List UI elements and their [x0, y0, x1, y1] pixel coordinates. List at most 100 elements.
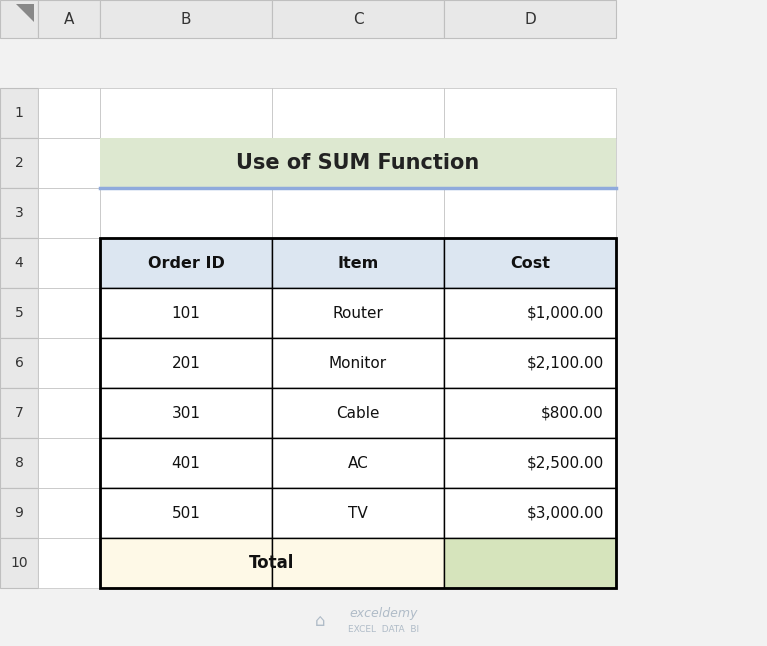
Bar: [272, 488, 444, 538]
Bar: [272, 538, 444, 588]
Text: $2,500.00: $2,500.00: [527, 455, 604, 470]
Bar: [444, 288, 616, 338]
Bar: [444, 438, 616, 488]
Bar: [272, 288, 444, 338]
Text: Item: Item: [337, 256, 379, 271]
Bar: [272, 338, 444, 388]
Text: Order ID: Order ID: [147, 256, 225, 271]
Bar: [272, 238, 444, 288]
Text: A: A: [64, 12, 74, 26]
Bar: [0, 238, 38, 288]
Text: Cable: Cable: [336, 406, 380, 421]
Bar: [444, 438, 616, 488]
Bar: [272, 138, 444, 188]
Bar: [272, 338, 444, 388]
Bar: [0, 88, 38, 138]
Bar: [100, 438, 272, 488]
Text: 201: 201: [172, 355, 200, 371]
Text: 301: 301: [172, 406, 200, 421]
Bar: [100, 288, 272, 338]
Text: Total: Total: [249, 554, 295, 572]
Bar: [100, 338, 272, 388]
Bar: [272, 188, 444, 238]
Bar: [0, 338, 38, 388]
Bar: [444, 388, 616, 438]
Bar: [38, 188, 100, 238]
Bar: [100, 238, 272, 288]
Bar: [0, 538, 38, 588]
Bar: [444, 238, 616, 288]
Bar: [38, 488, 100, 538]
Text: D: D: [524, 12, 536, 26]
Bar: [0, 388, 38, 438]
Bar: [272, 0, 444, 38]
Bar: [100, 0, 272, 38]
Bar: [100, 488, 272, 538]
Bar: [272, 388, 444, 438]
Bar: [100, 338, 272, 388]
Text: 6: 6: [15, 356, 24, 370]
Text: 9: 9: [15, 506, 24, 520]
Bar: [272, 438, 444, 488]
Bar: [444, 488, 616, 538]
Text: C: C: [353, 12, 364, 26]
Text: $3,000.00: $3,000.00: [527, 506, 604, 521]
Bar: [444, 138, 616, 188]
Bar: [38, 88, 100, 138]
Text: EXCEL  DATA  BI: EXCEL DATA BI: [348, 625, 419, 634]
Bar: [100, 288, 272, 338]
Bar: [272, 538, 444, 588]
Text: 3: 3: [15, 206, 23, 220]
Text: TV: TV: [348, 506, 368, 521]
Text: Router: Router: [333, 306, 384, 320]
Text: 8: 8: [15, 456, 24, 470]
Bar: [38, 238, 100, 288]
Text: 2: 2: [15, 156, 23, 170]
Bar: [38, 438, 100, 488]
Bar: [272, 88, 444, 138]
Bar: [272, 288, 444, 338]
Text: $1,000.00: $1,000.00: [527, 306, 604, 320]
Text: 1: 1: [15, 106, 24, 120]
Bar: [100, 88, 272, 138]
Text: AC: AC: [347, 455, 368, 470]
Bar: [100, 488, 272, 538]
Bar: [0, 438, 38, 488]
Text: 501: 501: [172, 506, 200, 521]
Bar: [0, 488, 38, 538]
Text: 4: 4: [15, 256, 23, 270]
Bar: [444, 338, 616, 388]
Text: $800.00: $800.00: [542, 406, 604, 421]
Bar: [38, 538, 100, 588]
Bar: [444, 238, 616, 288]
Bar: [100, 538, 272, 588]
Bar: [444, 88, 616, 138]
Bar: [444, 338, 616, 388]
Bar: [100, 138, 272, 188]
Bar: [100, 138, 616, 188]
Bar: [38, 138, 100, 188]
Bar: [0, 288, 38, 338]
Bar: [0, 188, 38, 238]
Bar: [100, 438, 272, 488]
Text: $2,100.00: $2,100.00: [527, 355, 604, 371]
Bar: [272, 488, 444, 538]
Bar: [444, 0, 616, 38]
Text: Use of SUM Function: Use of SUM Function: [236, 153, 479, 173]
Bar: [38, 338, 100, 388]
Bar: [100, 238, 272, 288]
Text: ⌂: ⌂: [314, 612, 325, 630]
Text: 101: 101: [172, 306, 200, 320]
Bar: [272, 238, 444, 288]
Bar: [38, 0, 100, 38]
Text: Monitor: Monitor: [329, 355, 387, 371]
Bar: [444, 538, 616, 588]
Bar: [272, 438, 444, 488]
Polygon shape: [16, 4, 34, 22]
Bar: [444, 288, 616, 338]
Bar: [444, 488, 616, 538]
Text: exceldemy: exceldemy: [349, 607, 418, 621]
Bar: [100, 188, 272, 238]
Bar: [444, 188, 616, 238]
Bar: [444, 538, 616, 588]
